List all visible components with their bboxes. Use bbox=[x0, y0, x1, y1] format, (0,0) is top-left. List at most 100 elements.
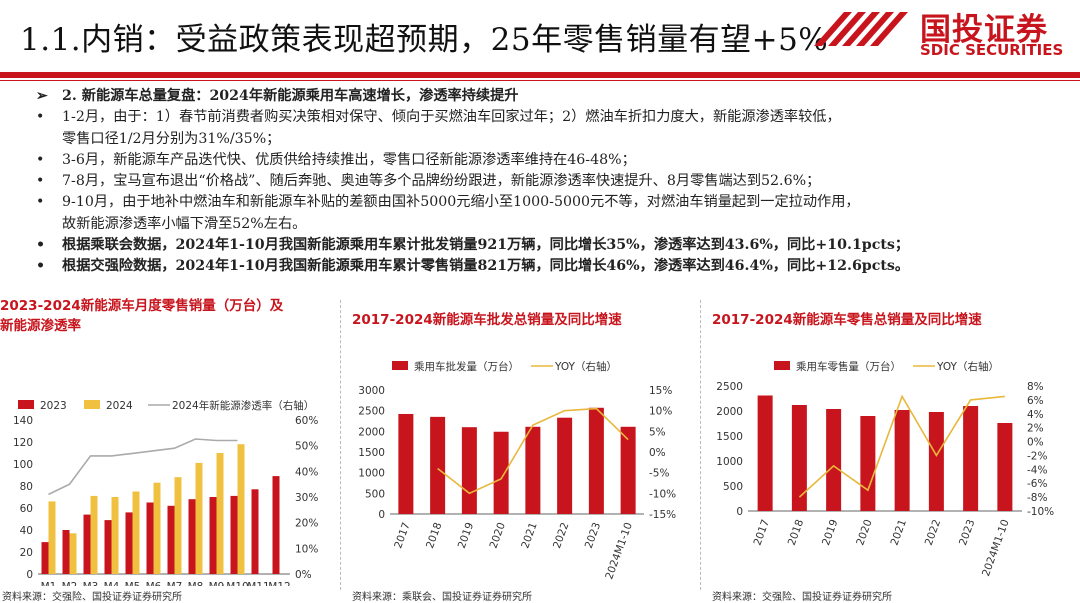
panel-divider bbox=[340, 300, 341, 590]
logo-chinese-name: 国投证券 bbox=[920, 12, 1048, 48]
bullet-item: • 根据乘联会数据，2024年1-10月我国新能源乘用车累计批发销量921万辆，同… bbox=[34, 235, 1074, 256]
legend-label: YOY（右轴） bbox=[554, 360, 617, 373]
bar-2023 bbox=[251, 489, 259, 574]
y-tick-label: 1500 bbox=[716, 431, 743, 443]
company-logo: 国投证券 SDIC SECURITIES bbox=[812, 6, 1074, 68]
bar-乘用车批发量（万台） bbox=[525, 426, 541, 514]
bar-乘用车批发量（万台） bbox=[557, 417, 573, 514]
y-tick-label: 140 bbox=[13, 415, 33, 427]
bar-2024 bbox=[111, 497, 119, 574]
x-tick-label: 2023 bbox=[957, 518, 977, 547]
bar-2023 bbox=[272, 476, 280, 574]
y2-tick-label: 5% bbox=[649, 426, 666, 438]
bar-乘用车批发量（万台） bbox=[398, 413, 414, 514]
y-tick-label: 80 bbox=[20, 481, 33, 493]
x-tick-label: M12 bbox=[268, 581, 290, 586]
panel-divider bbox=[700, 300, 701, 590]
bar-2023 bbox=[230, 495, 238, 574]
bullet-text: 根据乘联会数据，2024年1-10月我国新能源乘用车累计批发销量921万辆，同比… bbox=[62, 237, 910, 254]
dot-bullet-icon: • bbox=[36, 194, 45, 211]
x-tick-label: M8 bbox=[188, 581, 204, 586]
bullet-item: 故新能源渗透率小幅下滑至52%左右。 bbox=[34, 214, 1074, 235]
legend-swatch bbox=[18, 400, 34, 409]
x-tick-label: M7 bbox=[167, 581, 183, 586]
y-tick-label: 2500 bbox=[358, 406, 385, 418]
bullet-item: • 9-10月，由于地补中燃油车和新能源车补贴的差额由国补5000元缩小至1000… bbox=[34, 192, 1074, 213]
bar-2023 bbox=[188, 499, 196, 574]
y2-tick-label: 10% bbox=[649, 406, 672, 418]
bar-乘用车零售量（万台） bbox=[826, 409, 842, 511]
dot-bullet-icon: • bbox=[36, 173, 45, 190]
series-line bbox=[798, 394, 1005, 498]
y2-tick-label: -15% bbox=[649, 509, 676, 521]
y2-tick-label: 60% bbox=[295, 415, 318, 427]
bullet-text: 3-6月，新能源车产品迭代快、优质供给持续推出，零售口径新能源渗透率维持在46-… bbox=[62, 151, 636, 168]
legend-label: 乘用车零售量（万台） bbox=[796, 360, 901, 373]
y-tick-label: 40 bbox=[20, 525, 33, 537]
y-tick-label: 3000 bbox=[358, 385, 385, 397]
bar-乘用车批发量（万台） bbox=[430, 416, 446, 514]
bar-2023 bbox=[41, 542, 49, 574]
bar-乘用车零售量（万台） bbox=[928, 412, 944, 511]
dot-bullet-icon: • bbox=[36, 151, 45, 168]
y2-tick-label: -2% bbox=[1027, 450, 1047, 462]
y2-tick-label: -10% bbox=[1027, 506, 1054, 518]
bullet-item: ➢ 2. 新能源车总量复盘：2024年新能源乘用车高速增长，渗透率持续提升 bbox=[34, 86, 1074, 107]
bullet-item: • 7-8月，宝马宣布退出“价格战”、随后奔驰、奥迪等多个品牌纷纷跟进，新能源渗透… bbox=[34, 171, 1074, 192]
x-tick-label: 2019 bbox=[456, 521, 476, 550]
bar-乘用车零售量（万台） bbox=[791, 405, 807, 511]
monthly-retail-chart: 2023 2024 2024年新能源渗透率（右轴） 0 20 40 60 80 100 120 14… bbox=[13, 399, 318, 593]
x-tick-label: M10 bbox=[226, 581, 248, 586]
chart-title-retail: 2017-2024新能源车零售总销量及同比增速 bbox=[712, 312, 982, 328]
x-tick-label: 2024M1-10 bbox=[980, 518, 1012, 578]
bullet-text: 1-2月，由于：1）春节前消费者购买决策相对保守、倾向于买燃油车回家过年；2）燃… bbox=[62, 109, 841, 126]
y-tick-label: 1500 bbox=[358, 447, 385, 459]
source-note-wholesale: 资料来源：乘联会、国投证券证券研究所 bbox=[352, 592, 532, 603]
x-tick-label: 2018 bbox=[424, 521, 444, 550]
y2-tick-label: 2% bbox=[1027, 423, 1044, 435]
y-tick-label: 2500 bbox=[716, 381, 743, 393]
chart-title-monthly-line2: 新能源渗透率 bbox=[0, 318, 81, 334]
arrow-bullet-icon: ➢ bbox=[36, 88, 48, 104]
y-tick-label: 1000 bbox=[716, 456, 743, 468]
y-tick-label: 0 bbox=[378, 509, 385, 521]
y2-tick-label: 0% bbox=[1027, 437, 1044, 449]
bar-2024 bbox=[132, 491, 140, 574]
legend-label: 2024年新能源渗透率（右轴） bbox=[172, 399, 314, 412]
logo-stripes-icon bbox=[814, 12, 908, 46]
y2-tick-label: 4% bbox=[1027, 409, 1044, 421]
bar-乘用车零售量（万台） bbox=[860, 416, 876, 511]
bar-乘用车零售量（万台） bbox=[997, 423, 1013, 511]
header-rule bbox=[0, 72, 1080, 78]
bar-乘用车零售量（万台） bbox=[894, 410, 910, 511]
x-tick-label: M4 bbox=[104, 581, 120, 586]
bar-2023 bbox=[83, 514, 91, 574]
y-tick-label: 120 bbox=[13, 437, 33, 449]
wholesale-annual-chart: 乘用车批发量（万台） YOY（右轴） 0 500 1000 1500 2000 2500 300… bbox=[358, 360, 676, 581]
chart-panel-retail: 2017-2024新能源车零售总销量及同比增速 乘用车零售量（万台） YOY（右轴… bbox=[704, 296, 1076, 586]
y2-tick-label: 50% bbox=[295, 441, 318, 453]
x-tick-label: 2022 bbox=[551, 521, 571, 550]
y-tick-label: 100 bbox=[13, 459, 33, 471]
x-tick-label: 2017 bbox=[752, 518, 772, 547]
bar-2023 bbox=[125, 512, 133, 574]
legend-label: 2023 bbox=[40, 400, 67, 412]
y2-tick-label: 40% bbox=[295, 466, 318, 478]
bar-2024 bbox=[237, 444, 245, 574]
bullet-list: ➢ 2. 新能源车总量复盘：2024年新能源乘用车高速增长，渗透率持续提升 • 1-2… bbox=[34, 86, 1074, 278]
y-tick-label: 2000 bbox=[716, 406, 743, 418]
x-tick-label: 2021 bbox=[889, 518, 909, 547]
dot-bullet-icon: • bbox=[36, 109, 45, 126]
source-note-retail: 资料来源：交强险、国投证券证券研究所 bbox=[712, 592, 892, 603]
y-tick-label: 2000 bbox=[358, 426, 385, 438]
header-rule-thin bbox=[0, 80, 1080, 81]
bar-2023 bbox=[167, 505, 175, 574]
x-tick-label: 2020 bbox=[854, 518, 874, 547]
bar-2023 bbox=[104, 520, 112, 574]
x-tick-label: 2020 bbox=[488, 521, 508, 550]
y2-tick-label: 30% bbox=[295, 492, 318, 504]
y-tick-label: 0 bbox=[736, 506, 743, 518]
y2-tick-label: -10% bbox=[649, 488, 676, 500]
series-line bbox=[48, 438, 238, 496]
chart-panel-monthly: 2023-2024新能源车月度零售销量（万台）及 新能源渗透率 2023 2024… bbox=[0, 296, 336, 593]
